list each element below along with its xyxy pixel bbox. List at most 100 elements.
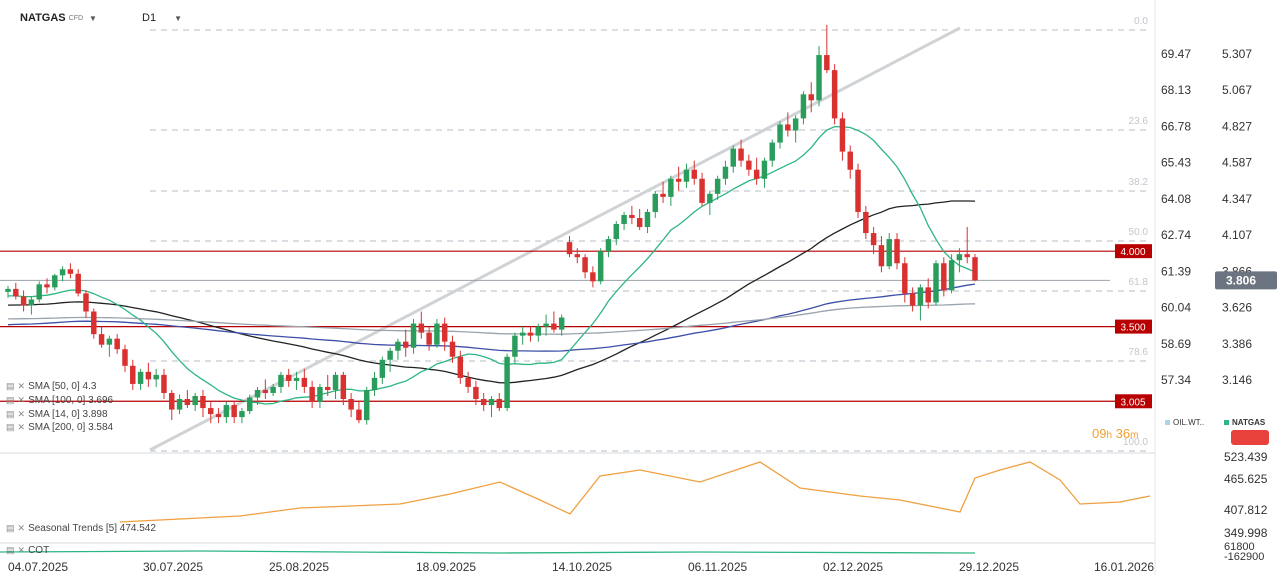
candle-body <box>777 124 783 143</box>
candle-body <box>52 275 58 288</box>
remove-icon[interactable]: ✕ <box>17 395 26 405</box>
candle-body <box>800 94 807 119</box>
candle-body <box>91 311 97 335</box>
candle-body <box>254 389 261 398</box>
cot-legend: ▤ ✕ COT <box>6 545 50 556</box>
price-tick: 4.347 <box>1222 192 1252 206</box>
remove-icon[interactable]: ✕ <box>17 422 26 432</box>
price-tick: 5.307 <box>1222 47 1252 61</box>
price-tick: 3.386 <box>1222 337 1252 351</box>
candle-body <box>761 160 768 179</box>
sma-line <box>8 125 976 405</box>
remove-icon[interactable]: ✕ <box>17 409 26 419</box>
candle-body <box>332 374 339 390</box>
candle-body <box>831 70 838 119</box>
candle-body <box>613 224 620 240</box>
candle-body <box>519 332 526 336</box>
timeframe-selector[interactable]: D1 ▼ <box>142 8 182 28</box>
price-tick: 4.827 <box>1222 119 1252 133</box>
candle-body <box>496 399 503 409</box>
settings-icon[interactable]: ▤ <box>6 545 15 555</box>
settings-icon[interactable]: ▤ <box>6 422 15 432</box>
fib-grid: 0.0 23.6 38.2 50.0 61.8 78.6 100.0 <box>150 16 1150 452</box>
price-tick: 4.107 <box>1222 228 1252 242</box>
candle-body <box>5 288 11 292</box>
candle-body <box>605 239 612 252</box>
candle-body <box>878 245 885 267</box>
candle-body <box>636 217 643 228</box>
natgas-swatch <box>1224 420 1229 425</box>
compare-oil[interactable]: OIL.WT.. <box>1165 418 1204 427</box>
sma-line <box>7 200 976 384</box>
candle-body <box>824 55 830 71</box>
settings-icon[interactable]: ▤ <box>6 381 15 391</box>
candle-body <box>67 269 74 274</box>
fib-label: 0.0 <box>1134 16 1148 27</box>
left-axis-tick: 62.74 <box>1161 228 1191 242</box>
seasonal-tick: 407.812 <box>1224 503 1268 517</box>
x-tick: 25.08.2025 <box>269 560 329 574</box>
left-axis-tick: 58.69 <box>1161 337 1191 351</box>
candle-body <box>192 395 198 406</box>
candle-body <box>527 332 534 336</box>
candle-body <box>239 411 245 418</box>
timeframe-dropdown-icon[interactable]: ▼ <box>174 13 182 23</box>
remove-icon[interactable]: ✕ <box>17 545 26 555</box>
candle-body <box>176 399 183 410</box>
candle-body <box>792 118 799 131</box>
sma-14-legend: ▤ ✕ SMA [14, 0] 3.898 <box>6 409 108 420</box>
left-axis-tick: 69.47 <box>1161 47 1191 61</box>
candle-body <box>691 169 697 179</box>
symbol-selector[interactable]: NATGAS CFD ▼ <box>20 8 97 28</box>
candle-body <box>153 374 159 380</box>
candle-body <box>28 299 35 306</box>
seasonal-tick: 465.625 <box>1224 472 1268 486</box>
candle-body <box>410 323 417 348</box>
settings-icon[interactable]: ▤ <box>6 409 15 419</box>
candle-body <box>504 356 510 409</box>
symbol-dropdown-icon[interactable]: ▼ <box>89 13 97 23</box>
candle-body <box>660 193 666 197</box>
remove-icon[interactable]: ✕ <box>17 523 26 533</box>
candle-body <box>278 374 284 387</box>
seasonal-line <box>119 461 1151 523</box>
fib-label: 23.6 <box>1129 116 1149 127</box>
candle-body <box>964 254 970 258</box>
candle-body <box>325 386 331 390</box>
candle-body <box>395 341 401 351</box>
compare-natgas[interactable]: NATGAS <box>1224 418 1265 427</box>
x-tick: 29.12.2025 <box>959 560 1019 574</box>
candle-body <box>83 293 89 312</box>
left-axis-tick: 60.04 <box>1161 301 1191 315</box>
candle-body <box>925 287 931 303</box>
candle-body <box>644 211 651 228</box>
sma-200-legend: ▤ ✕ SMA [200, 0] 3.584 <box>6 422 114 433</box>
timeframe-label: D1 <box>142 12 157 24</box>
symbol-suffix: CFD <box>68 14 84 22</box>
candle-body <box>855 169 861 212</box>
candle-body <box>270 386 276 393</box>
settings-icon[interactable]: ▤ <box>6 395 15 405</box>
level-tag-label: 3.500 <box>1120 323 1145 334</box>
x-tick: 18.09.2025 <box>416 560 476 574</box>
candle-body <box>418 323 425 333</box>
trend-line-segment <box>149 26 961 452</box>
candle-body <box>200 395 206 409</box>
candle-body <box>145 371 152 380</box>
candle-body <box>371 377 378 390</box>
remove-icon[interactable]: ✕ <box>17 381 26 391</box>
settings-icon[interactable]: ▤ <box>6 523 15 533</box>
candle-body <box>839 118 846 152</box>
candle-body <box>20 296 27 306</box>
cot-line <box>0 550 976 554</box>
fib-label: 50.0 <box>1129 227 1149 238</box>
candle-body <box>909 293 916 306</box>
candle-body <box>870 233 877 246</box>
candle-body <box>746 160 752 170</box>
candle-body <box>13 288 19 297</box>
trend-line <box>149 26 961 452</box>
seasonal-legend: ▤ ✕ Seasonal Trends [5] 474.542 <box>6 523 156 534</box>
candle-body <box>426 332 432 345</box>
candle-body <box>340 374 347 400</box>
